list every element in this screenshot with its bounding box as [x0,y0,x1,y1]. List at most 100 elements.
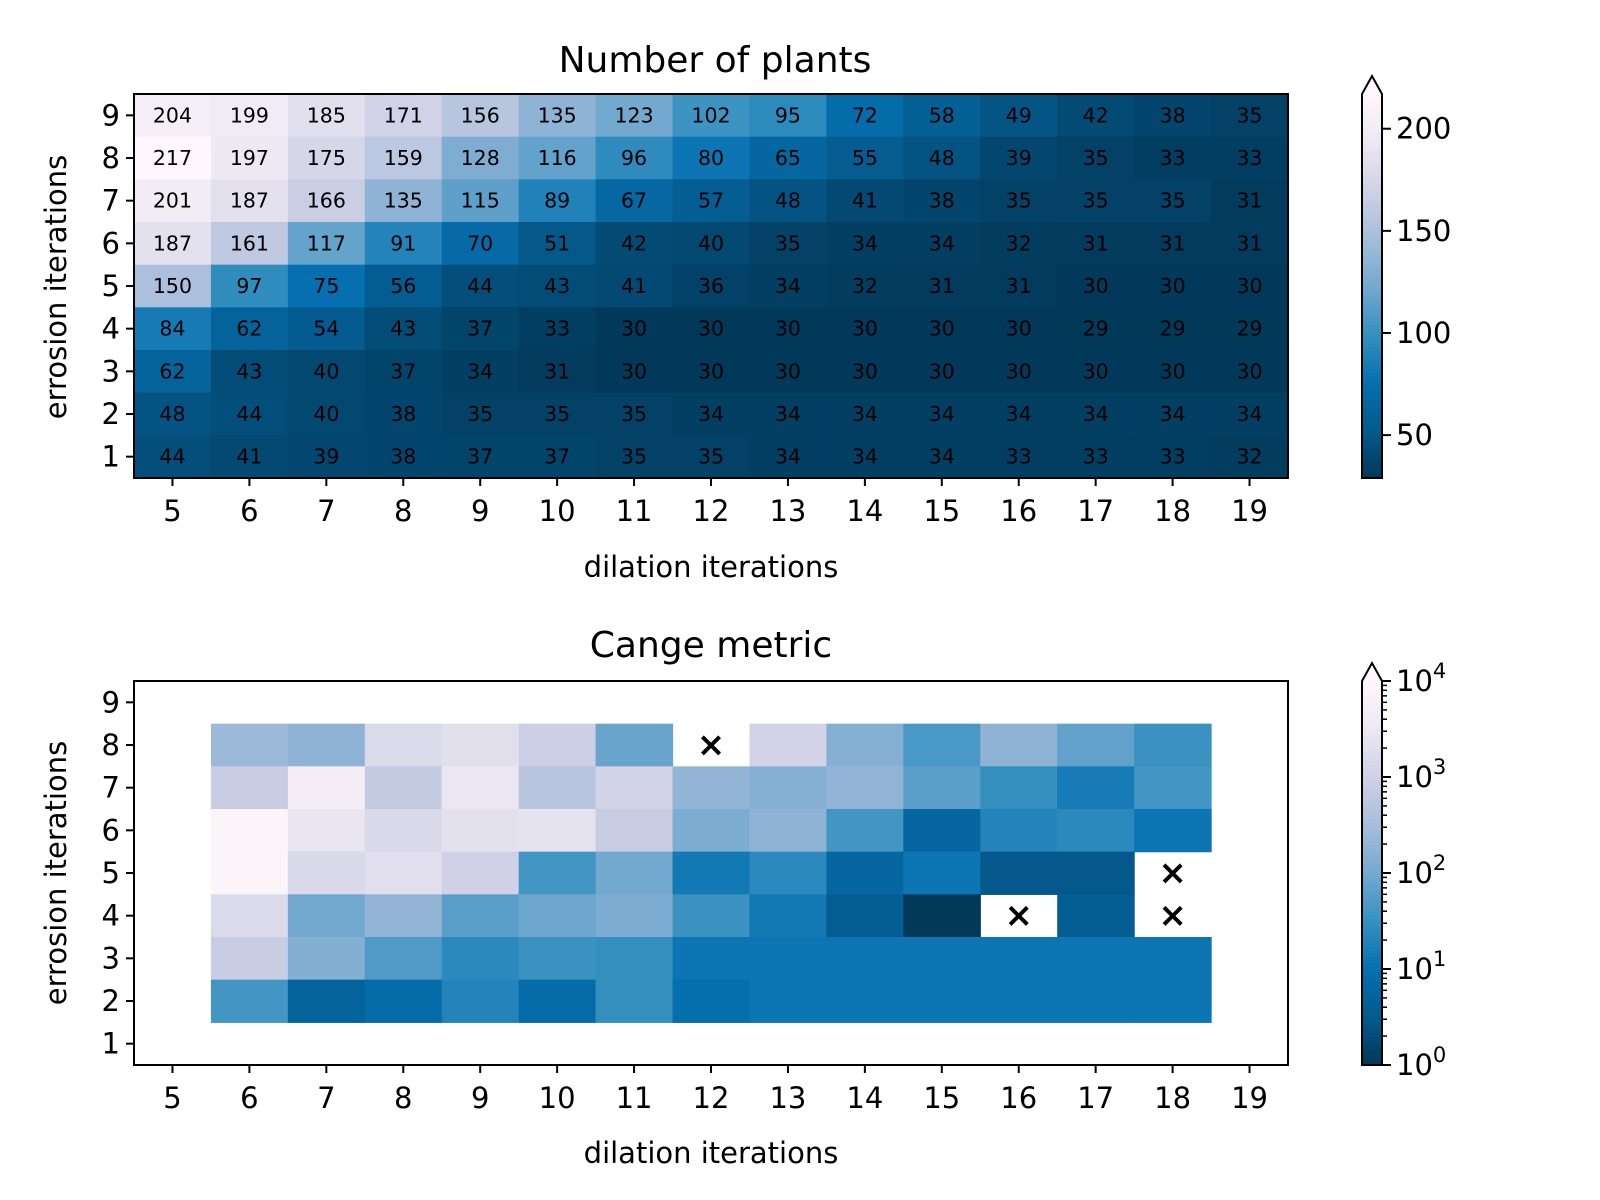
heatmap-cell [364,766,443,810]
heatmap-cell [595,392,674,436]
heatmap-cell [903,851,981,895]
change-metric-colorbar: 100 101 102 103 104 [1361,659,1446,1082]
colorbar-segment [1362,741,1382,746]
heatmap-cell [749,937,827,981]
colorbar-segment [1362,1042,1382,1047]
cell-value-label: 37 [467,445,493,469]
colorbar-segment [1362,738,1382,743]
colorbar-segment [1362,362,1382,367]
colorbar-segment [1362,449,1382,453]
heatmap-cell [1057,264,1135,308]
x-tick-label: 10 [539,494,576,528]
heatmap-cell [826,136,904,180]
cell-value-label: 34 [852,231,878,255]
cell-value-label: 80 [698,146,724,170]
colorbar-segment [1362,135,1382,140]
y-tick-label: 2 [102,984,120,1018]
colorbar-segment [1362,318,1382,322]
heatmap-cell [1057,136,1135,180]
cell-value-label: 34 [852,402,878,426]
colorbar-segment [1362,375,1382,380]
heatmap-cell [749,766,827,810]
heatmap-cell [210,435,289,479]
heatmap-cell [1134,937,1212,981]
colorbar-tick-label: 100 [1396,1043,1446,1082]
change-metric-title: Cange metric [590,625,832,666]
colorbar-outline [1361,73,1383,479]
heatmap-cell [980,435,1058,479]
missing-value-marker: × [697,725,726,765]
colorbar-segment [1362,767,1382,772]
heatmap-cell [749,94,827,138]
colorbar-segment [1362,1023,1382,1028]
colorbar-segment [1362,748,1382,752]
colorbar-segment [1362,199,1382,204]
colorbar-segment [1362,943,1382,948]
x-tick-label: 13 [769,494,806,528]
colorbar-segment [1362,215,1382,220]
cell-value-label: 44 [467,274,493,298]
heatmap-cell [364,937,443,981]
heatmap-cell [826,894,904,938]
heatmap-cell [134,435,212,479]
x-tick-label: 6 [240,494,258,528]
cell-value-label: 123 [614,103,653,127]
cell-value-label: 34 [467,359,493,383]
colorbar-segment [1362,777,1382,781]
x-tick-label: 11 [616,1081,653,1115]
colorbar-extend-arrow [1362,76,1382,94]
colorbar-segment [1362,103,1382,108]
colorbar-segment [1362,327,1382,332]
x-tick-label: 14 [846,494,883,528]
x-tick-label: 8 [394,1081,412,1115]
heatmap-cell [518,851,597,895]
colorbar-segment [1362,697,1382,701]
colorbar-segment [1362,988,1382,992]
heatmap-cell [826,809,904,853]
heatmap-cell [595,435,674,479]
heatmap-cell [518,979,597,1023]
colorbar-segment [1362,770,1382,775]
colorbar-segment [1362,423,1382,428]
colorbar-segment [1362,1020,1382,1024]
colorbar-segment [1362,266,1382,271]
missing-value-marker: × [1004,896,1033,936]
colorbar-segment [1362,311,1382,316]
heatmap-cell [749,809,827,853]
colorbar-segment [1362,789,1382,794]
colorbar-segment [1362,410,1382,415]
heatmap-cell [672,937,751,981]
cell-value-label: 67 [621,189,647,213]
colorbar-segment [1362,116,1382,121]
cell-value-label: 58 [929,103,955,127]
heatmap-cell [441,979,520,1023]
heatmap-cell [1134,264,1212,308]
colorbar-segment [1362,138,1382,143]
colorbar-segment [1362,202,1382,207]
cell-value-label: 96 [621,146,647,170]
missing-value-marker: × [1158,853,1187,893]
cell-value-label: 35 [1083,146,1109,170]
change-metric-markers: ××× × [697,725,1187,936]
cell-value-label: 34 [1006,402,1032,426]
colorbar-segment [1362,113,1382,117]
x-tick-label: 8 [394,494,412,528]
heatmap-cell [1134,350,1212,394]
cell-value-label: 44 [236,402,262,426]
colorbar-segment [1362,378,1382,383]
cell-value-label: 75 [313,274,339,298]
colorbar-segment [1362,732,1382,736]
colorbar-segment [1362,148,1382,153]
heatmap-cell [518,264,597,308]
heatmap-cell [672,307,751,351]
heatmap-cell [903,766,981,810]
cell-value-label: 30 [775,359,801,383]
heatmap-cell [980,307,1058,351]
change-metric-y-axis-label: errosion iterations [39,741,73,1005]
heatmap-cell [1134,435,1212,479]
colorbar-segment [1362,1004,1382,1008]
cell-value-label: 30 [1160,274,1186,298]
heatmap-cell [134,136,212,180]
colorbar-segment [1362,158,1382,162]
colorbar-segment [1362,279,1382,284]
